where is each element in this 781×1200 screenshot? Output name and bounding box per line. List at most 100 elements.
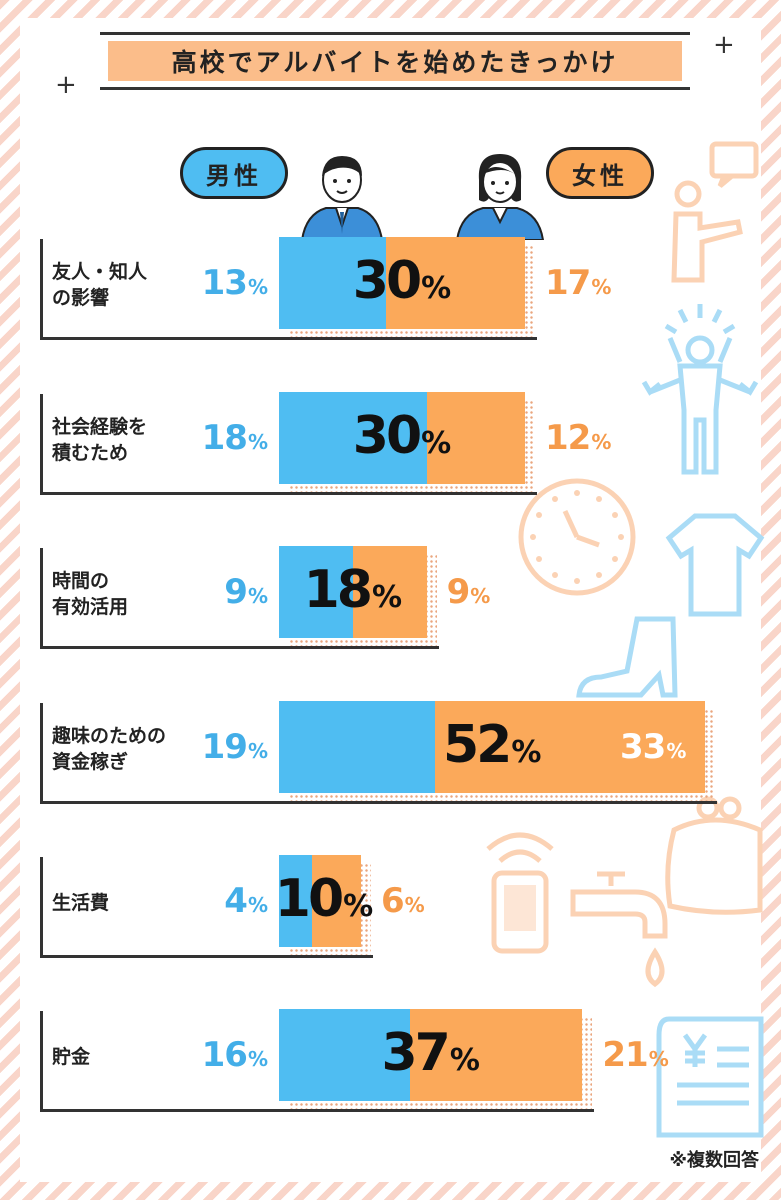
speech-person-icon [671,141,759,283]
category-marker [40,548,43,648]
value-number: 19 [201,727,248,767]
bar-segment-female [426,392,525,484]
category-baseline [40,801,718,804]
category-label-line: 社会経験を [52,416,148,438]
category-marker [40,857,43,957]
category-label-line: 生活費 [52,892,110,914]
clock-icon [518,478,636,596]
category-baseline [40,955,373,958]
percent-sign: % [591,275,611,299]
percent-sign: % [371,580,403,615]
value-number: 9 [446,572,471,612]
category-label-line: 友人・知人 [52,261,148,283]
male-percent-label: 16% [187,1035,268,1076]
chart-title: 高校でアルバイトを始めたきっかけ [108,41,682,81]
male-percent-label: 19% [187,727,268,768]
legend-male-bubble: 男性 [180,147,288,199]
percent-sign: % [247,430,268,454]
receipt-yen-icon [656,1016,764,1138]
category-label-line: 積むため [52,442,129,464]
value-number: 52 [442,715,512,775]
footnote: ※複数回答 [669,1150,760,1171]
title-rule-top [100,32,690,35]
female-percent-label: 9% [446,572,491,613]
percent-sign: % [247,275,268,299]
percent-sign: % [247,739,268,763]
category-baseline [40,1109,595,1112]
bar-segment-male [279,1009,411,1101]
category-label-line: の影響 [52,287,110,309]
value-number: 33 [620,727,666,767]
category-baseline [40,492,537,495]
total-percent-label: 10% [244,873,404,933]
value-number: 4 [224,881,248,921]
female-percent-label: 12% [545,418,611,459]
value-number: 10 [274,869,344,929]
category-label: 時間の 有効活用 [52,568,128,620]
total-percent-label: 30% [322,410,482,470]
male-student-icon [300,156,384,240]
percent-sign: % [511,735,542,770]
title-frame: 高校でアルバイトを始めたきっかけ [100,32,690,90]
category-label-line: 時間の [52,570,110,592]
bar-segment-male [279,237,386,329]
category-label-line: 有効活用 [52,596,129,618]
category-marker [40,703,43,803]
value-number: 16 [201,1035,248,1075]
bar-segment-female [385,237,525,329]
percent-sign: % [404,893,425,917]
value-number: 12 [545,418,591,458]
bar-segment-female [311,855,361,947]
category-label: 貯金 [52,1044,90,1070]
value-number: 9 [224,572,248,612]
value-number: 13 [201,263,248,303]
legend-female-bubble: 女性 [546,147,654,199]
female-percent-label: 33% [595,727,686,768]
male-percent-label: 18% [187,418,268,459]
category-baseline [40,337,537,340]
category-label-line: 趣味のための [52,725,167,747]
female-percent-label: 17% [545,263,611,304]
bar-segment-male [279,546,353,638]
boot-icon [576,616,678,698]
title-rule-bottom [100,87,690,90]
value-number: 21 [602,1035,648,1075]
percent-sign: % [666,739,686,763]
category-marker [40,1011,43,1111]
bar-segment-male [279,855,312,947]
female-student-icon [455,154,545,240]
smartphone-wifi-icon [486,832,554,954]
percent-sign: % [247,1047,268,1071]
category-label: 友人・知人 の影響 [52,259,147,311]
legend-male-label: 男性 [206,161,262,190]
value-number: 18 [201,418,248,458]
faucet-icon [570,871,668,988]
female-percent-label: 21% [602,1035,669,1076]
percent-sign: % [421,426,452,461]
percent-sign: % [648,1047,669,1071]
bar-segment-male [279,392,427,484]
male-percent-label: 9% [187,572,268,613]
female-percent-label: 6% [381,884,425,922]
value-number: 17 [545,263,591,303]
category-label: 趣味のための 資金稼ぎ [52,723,166,775]
category-marker [40,239,43,339]
category-label: 生活費 [52,890,109,916]
bar-segment-female [410,1009,583,1101]
percent-sign: % [343,889,374,924]
value-number: 37 [381,1023,450,1083]
value-number: 18 [303,560,373,620]
total-percent-label: 30% [322,255,482,315]
bar-segment-male [279,701,435,793]
percent-sign: % [591,430,611,454]
value-number: 30 [352,251,422,311]
category-baseline [40,646,439,649]
legend-female-label: 女性 [572,161,628,190]
value-number: 30 [352,406,422,466]
male-percent-label: 13% [187,263,268,304]
category-label-line: 資金稼ぎ [52,751,129,773]
total-percent-label: 37% [351,1027,511,1087]
bar-segment-female [434,701,706,793]
percent-sign: % [449,1043,480,1078]
sparkle-icon: + [55,70,77,100]
